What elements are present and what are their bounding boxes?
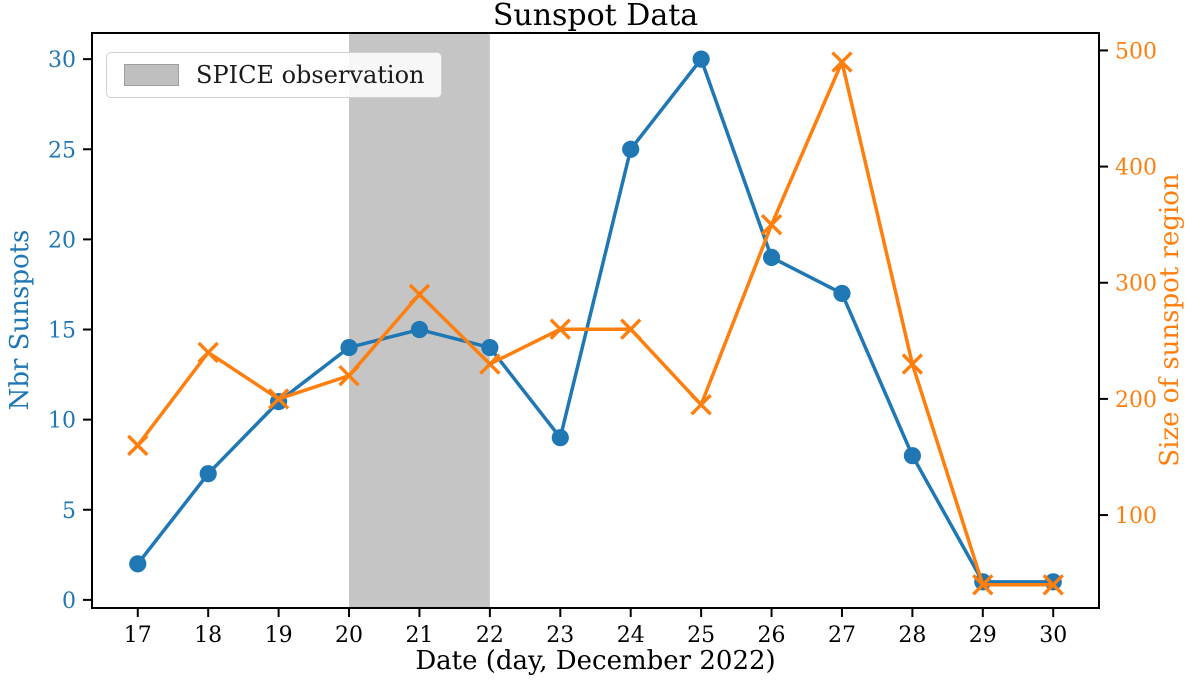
- data-point-x: [338, 364, 360, 387]
- y-left-tick-label: 30: [48, 48, 76, 73]
- data-point-x: [267, 388, 290, 410]
- y-left-tick-label: 10: [48, 409, 76, 434]
- y-right-tick-label: 100: [1115, 504, 1157, 529]
- x-tick-label: 24: [617, 623, 645, 648]
- x-tick-label: 29: [969, 623, 997, 648]
- x-axis-label: Date (day, December 2022): [415, 646, 776, 676]
- data-point-circle: [340, 338, 358, 357]
- data-point-x: [760, 213, 783, 236]
- y-axis-label-right: Size of sunspot region: [1155, 173, 1185, 467]
- data-point-x: [197, 341, 219, 364]
- data-point-circle: [692, 50, 710, 68]
- y-left-tick-label: 25: [48, 138, 76, 163]
- data-point-x: [831, 51, 853, 73]
- chart-title: Sunspot Data: [492, 0, 699, 33]
- y-left-tick-label: 5: [62, 499, 76, 524]
- data-point-x: [690, 394, 712, 416]
- data-point-x: [549, 318, 571, 340]
- data-point-x: [620, 318, 642, 340]
- data-point-x: [972, 574, 994, 596]
- y-left-tick-label: 20: [48, 228, 76, 253]
- series-line-nbr-sunspots: [136, 57, 1054, 584]
- data-point-x: [479, 353, 501, 375]
- legend: SPICE observation: [106, 52, 443, 98]
- y-right-tick-label: 400: [1115, 156, 1157, 181]
- data-point-x: [1042, 574, 1064, 596]
- data-point-circle: [481, 338, 499, 357]
- x-tick-label: 22: [476, 623, 504, 648]
- series-line-sunspot-region-size: [136, 60, 1054, 587]
- y-left-tick-label: 15: [48, 319, 76, 344]
- x-tick-label: 25: [687, 623, 715, 648]
- x-tick-label: 20: [335, 623, 363, 648]
- x-tick-label: 17: [124, 623, 152, 648]
- data-point-x: [901, 353, 924, 375]
- data-point-circle: [129, 555, 147, 573]
- x-tick-label: 27: [828, 623, 856, 648]
- data-point-circle: [762, 248, 781, 267]
- data-point-x: [127, 434, 149, 457]
- legend-swatch-shaded-region: [124, 64, 179, 86]
- y-right-tick-label: 500: [1115, 39, 1157, 64]
- data-point-circle: [833, 284, 851, 303]
- x-tick-label: 28: [898, 623, 926, 648]
- y-right-tick-label: 200: [1115, 388, 1157, 413]
- y-axis-label-left: Nbr Sunspots: [5, 229, 35, 411]
- plot-border: [91, 32, 1100, 609]
- x-tick-label: 26: [758, 623, 786, 648]
- legend-label: SPICE observation: [196, 61, 425, 89]
- data-point-circle: [903, 447, 921, 465]
- y-left-tick-label: 0: [62, 589, 76, 614]
- shaded-region-spice-observation: [349, 33, 490, 608]
- y-right-tick-label: 300: [1115, 272, 1157, 297]
- data-point-circle: [410, 320, 429, 339]
- data-point-circle: [622, 140, 640, 158]
- data-point-circle: [551, 429, 569, 447]
- x-tick-label: 19: [265, 623, 293, 648]
- data-point-x: [408, 283, 431, 306]
- x-tick-label: 21: [405, 623, 433, 648]
- x-tick-label: 18: [194, 623, 222, 648]
- data-point-circle: [199, 465, 217, 483]
- data-point-circle: [1044, 573, 1062, 591]
- x-tick-label: 23: [546, 623, 574, 648]
- x-tick-label: 30: [1039, 623, 1067, 648]
